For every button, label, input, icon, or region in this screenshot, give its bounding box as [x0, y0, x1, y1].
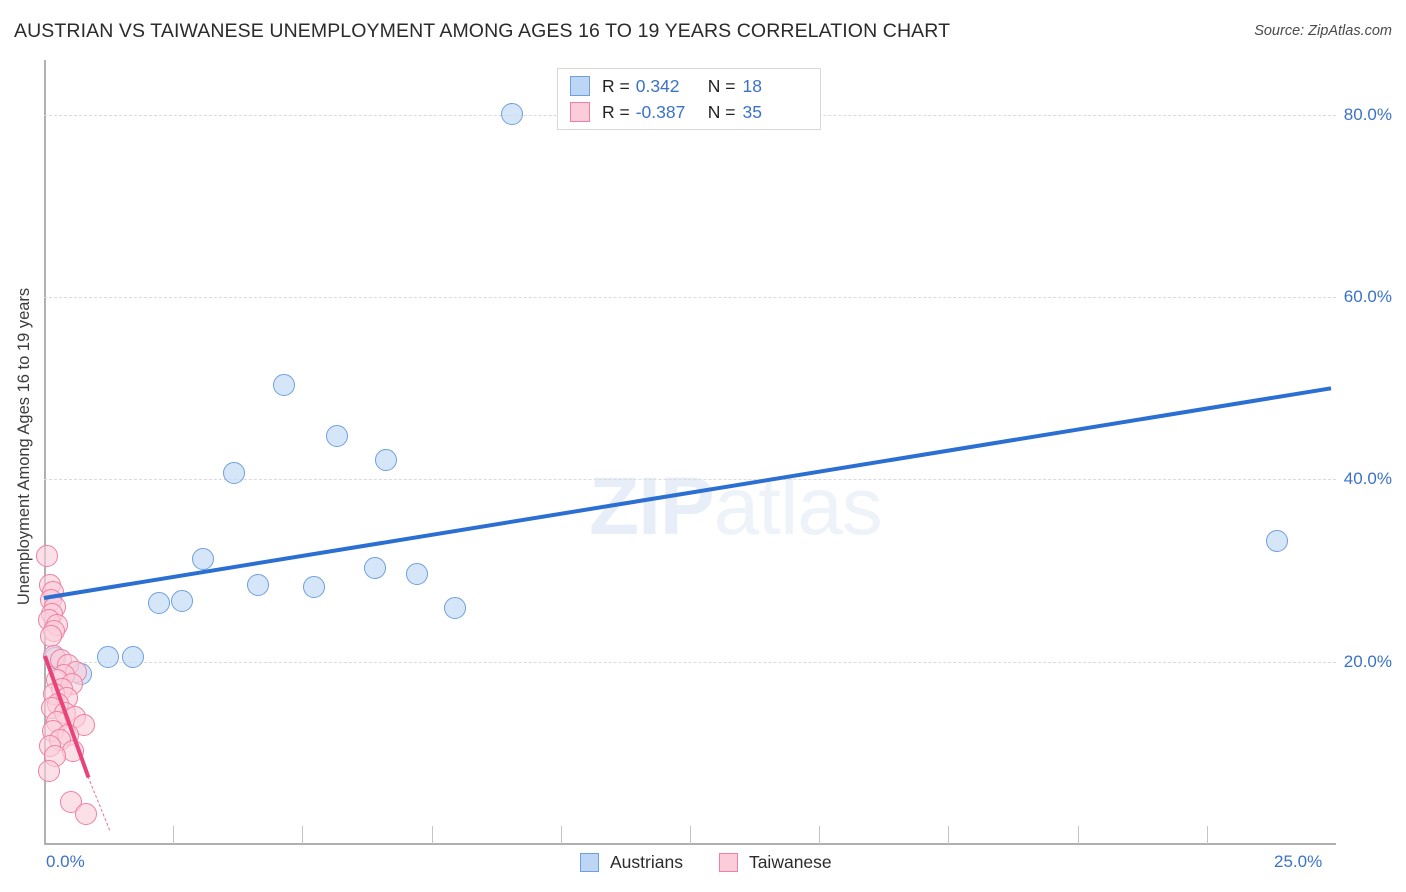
data-point-blue[interactable] [1265, 530, 1288, 553]
series-legend: Austrians Taiwanese [580, 852, 868, 873]
data-point-blue[interactable] [121, 646, 144, 669]
y-axis-title-text: Unemployment Among Ages 16 to 19 years [15, 287, 34, 605]
y-axis-tick-label: 80.0% [1343, 104, 1392, 124]
data-point-blue[interactable] [406, 563, 429, 586]
y-axis-tick-label: 20.0% [1343, 651, 1392, 671]
x-axis-tick [948, 826, 950, 844]
legend-swatch-blue [570, 76, 590, 96]
data-point-blue[interactable] [375, 449, 398, 472]
data-point-blue[interactable] [223, 461, 246, 484]
correlation-row-austrians: R = 0.342 N = 18 [570, 73, 762, 99]
data-point-blue[interactable] [273, 373, 296, 396]
trendline-austrians [43, 386, 1332, 601]
page-title: AUSTRIAN VS TAIWANESE UNEMPLOYMENT AMONG… [14, 20, 951, 42]
legend-label-austrians: Austrians [610, 852, 683, 872]
legend-item-austrians[interactable]: Austrians [580, 852, 683, 873]
data-point-blue[interactable] [247, 574, 270, 597]
x-axis-tick [1077, 826, 1079, 844]
n-value-pink: 35 [742, 101, 762, 122]
y-axis-line [44, 60, 46, 844]
legend-swatch-pink [570, 102, 590, 122]
legend-item-taiwanese[interactable]: Taiwanese [718, 852, 832, 873]
data-point-blue[interactable] [192, 547, 215, 570]
y-axis-title: Unemployment Among Ages 16 to 19 years [12, 0, 38, 892]
n-label-blue: N = [707, 75, 736, 96]
y-axis-tick-label: 40.0% [1343, 469, 1392, 489]
y-axis-tick-label: 60.0% [1343, 287, 1392, 307]
correlation-row-taiwanese: R = -0.387 N = 35 [570, 99, 762, 125]
legend-marker-taiwanese [718, 853, 738, 872]
r-label-pink: R = [602, 101, 630, 122]
data-point-pink[interactable] [36, 544, 59, 567]
gridline-y [44, 479, 1336, 481]
data-point-blue[interactable] [443, 596, 466, 619]
legend-marker-austrians [580, 853, 599, 872]
x-axis-tick-label-max: 25.0% [1274, 852, 1323, 871]
legend-label-taiwanese: Taiwanese [748, 852, 832, 872]
r-label-blue: R = [602, 75, 630, 96]
correlation-legend: R = 0.342 N = 18 R = -0.387 N = 35 [557, 68, 821, 130]
data-point-blue[interactable] [170, 589, 193, 612]
data-point-blue[interactable] [97, 646, 120, 669]
data-point-blue[interactable] [363, 556, 386, 579]
data-point-pink[interactable] [75, 802, 98, 825]
gridline-y [44, 661, 1336, 663]
r-value-blue: 0.342 [635, 75, 680, 96]
x-axis-tick [302, 826, 304, 844]
gridline-y [44, 297, 1336, 299]
data-point-blue[interactable] [500, 102, 523, 125]
data-point-blue[interactable] [147, 592, 170, 615]
x-axis-tick [431, 826, 433, 844]
n-value-blue: 18 [742, 75, 762, 96]
source-label: Source: ZipAtlas.com [1254, 23, 1392, 39]
data-point-pink[interactable] [38, 760, 61, 783]
n-label-pink: N = [707, 101, 736, 122]
x-axis-tick-label-min: 0.0% [46, 852, 85, 871]
plot-area: ZIPatlas [36, 60, 1336, 844]
x-axis-tick [560, 826, 562, 844]
x-axis-tick [173, 826, 175, 844]
r-value-pink: -0.387 [635, 101, 686, 122]
x-axis-tick [819, 826, 821, 844]
data-point-blue[interactable] [326, 424, 349, 447]
x-axis-tick [690, 826, 691, 844]
x-axis-tick [1206, 826, 1208, 844]
data-point-pink[interactable] [40, 625, 63, 648]
data-point-blue[interactable] [302, 575, 325, 598]
watermark: ZIPatlas [589, 460, 883, 554]
